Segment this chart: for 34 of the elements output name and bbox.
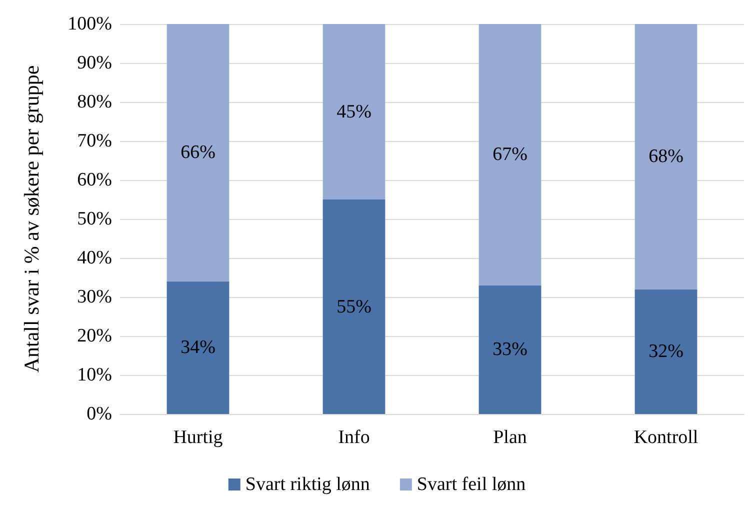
bar xyxy=(634,24,698,290)
x-tick-label: Hurtig xyxy=(173,427,224,448)
data-label: 68% xyxy=(648,146,684,168)
bar xyxy=(322,24,386,200)
y-tick-label: 90% xyxy=(77,52,112,74)
bar xyxy=(166,24,230,282)
y-tick-label: 40% xyxy=(77,248,112,268)
y-tick-label: 10% xyxy=(77,364,112,386)
data-label: 66% xyxy=(180,142,216,164)
x-tick-label: Info xyxy=(338,427,370,448)
bar xyxy=(322,200,386,414)
y-tick-label: 60% xyxy=(77,170,112,190)
data-label: 67% xyxy=(492,144,528,166)
y-tick-label: 80% xyxy=(77,92,112,112)
y-tick-label: 30% xyxy=(77,286,112,308)
data-label: 34% xyxy=(180,337,216,358)
data-label: 55% xyxy=(336,296,372,318)
y-tick-label: 20% xyxy=(77,326,112,346)
legend-label: Svart feil lønn xyxy=(416,474,526,495)
bar xyxy=(478,285,542,414)
bar xyxy=(478,24,542,286)
y-tick-label: 0% xyxy=(86,404,112,424)
bar xyxy=(166,281,230,414)
data-label: 33% xyxy=(492,339,528,360)
x-tick-label: Kontroll xyxy=(634,427,698,448)
y-tick-label: 70% xyxy=(77,130,112,152)
y-axis-title: Antall svar i % av søkere per gruppe xyxy=(20,65,44,373)
data-label: 32% xyxy=(648,341,684,362)
legend-label: Svart riktig lønn xyxy=(245,474,370,495)
y-tick-label: 100% xyxy=(68,14,112,34)
data-label: 45% xyxy=(336,101,372,122)
bar xyxy=(634,289,698,414)
y-tick-label: 50% xyxy=(77,208,112,230)
x-tick-label: Plan xyxy=(493,427,528,448)
